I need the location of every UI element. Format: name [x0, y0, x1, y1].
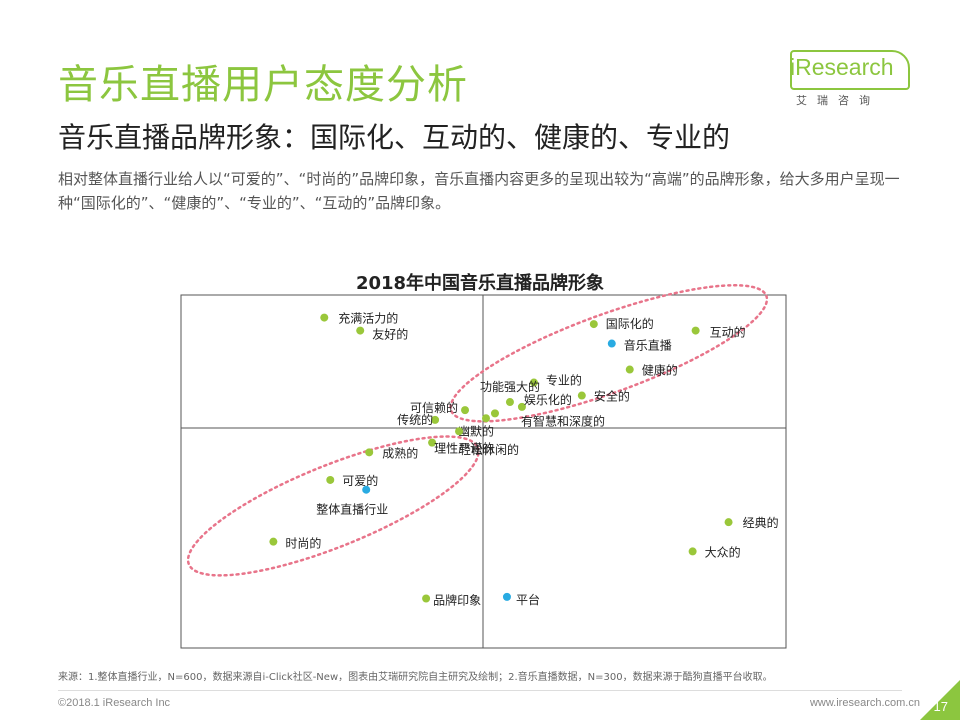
page-subtitle: 音乐直播品牌形象：国际化、互动的、健康的、专业的 — [58, 121, 731, 154]
data-point — [502, 592, 511, 601]
data-point — [625, 365, 634, 374]
logo-subtext: 艾瑞咨询 — [796, 94, 880, 107]
page-title: 音乐直播用户态度分析 — [58, 62, 468, 108]
data-point — [481, 414, 490, 423]
point-label: 功能强大的 — [480, 379, 540, 394]
source-footnote: 来源：1.整体直播行业，N=600，数据来源自i-Click社区-New，图表由… — [58, 672, 773, 683]
data-point — [269, 537, 278, 546]
data-point — [577, 391, 586, 400]
data-point — [724, 518, 733, 527]
point-label: 成熟的 — [382, 445, 418, 460]
website-link[interactable]: www.iresearch.com.cn — [809, 697, 920, 709]
data-point — [505, 398, 514, 407]
data-point — [362, 485, 371, 494]
data-point — [688, 547, 697, 556]
point-label: 娱乐化的 — [524, 392, 572, 407]
point-label: 充满活力的 — [338, 311, 398, 326]
point-label: 健康的 — [642, 363, 678, 378]
data-point — [607, 339, 616, 348]
footer-divider — [58, 690, 902, 691]
point-label: 时尚的 — [285, 536, 321, 551]
point-label: 专业的 — [546, 373, 582, 388]
point-label: 经典的 — [743, 515, 779, 530]
data-point — [529, 378, 538, 387]
data-point — [326, 475, 335, 484]
point-label: 友好的 — [372, 327, 408, 342]
point-label: 音乐直播 — [624, 338, 672, 353]
copyright-text: ©2018.1 iResearch Inc — [58, 697, 171, 709]
point-label: 安全的 — [594, 389, 630, 404]
point-label: 理性严谨的 — [434, 441, 494, 456]
logo-text: iResearch — [790, 54, 894, 80]
data-point — [455, 427, 464, 436]
highlight-ellipse-1 — [449, 284, 769, 423]
data-point — [461, 406, 470, 415]
data-point — [490, 409, 499, 418]
data-point — [589, 320, 598, 329]
chart-title: 2018年中国音乐直播品牌形象 — [355, 273, 605, 294]
logo-bubble-icon — [790, 50, 910, 90]
point-label: 可爱的 — [342, 473, 378, 488]
data-point — [431, 415, 440, 424]
data-point — [356, 326, 365, 335]
point-label: 有智慧和深度的 — [521, 413, 605, 428]
highlight-ellipse-2 — [186, 435, 480, 577]
point-label: 轻松休闲的 — [459, 442, 519, 457]
point-label: 平台 — [516, 592, 540, 607]
data-point — [517, 402, 526, 411]
point-label: 品牌印象 — [433, 593, 481, 607]
data-point — [691, 326, 700, 335]
point-label: 幽默的 — [458, 423, 494, 438]
point-label: 可信赖的 — [410, 400, 458, 415]
data-point — [365, 448, 374, 457]
data-point — [320, 313, 329, 322]
iresearch-logo: iResearch 艾瑞咨询 — [790, 50, 915, 110]
point-label: 国际化的 — [606, 316, 654, 331]
point-label: 互动的 — [710, 325, 746, 340]
corner-triangle-icon — [920, 680, 960, 720]
data-point — [428, 438, 437, 447]
point-label: 传统的 — [397, 412, 433, 427]
point-label: 整体直播行业 — [316, 502, 388, 517]
data-point — [422, 594, 431, 603]
point-label: 大众的 — [705, 544, 741, 559]
page-number: 17 — [933, 699, 948, 714]
page-description: 相对整体直播行业给人以“可爱的”、“时尚的”品牌印象，音乐直播内容更多的呈现出较… — [58, 170, 900, 212]
